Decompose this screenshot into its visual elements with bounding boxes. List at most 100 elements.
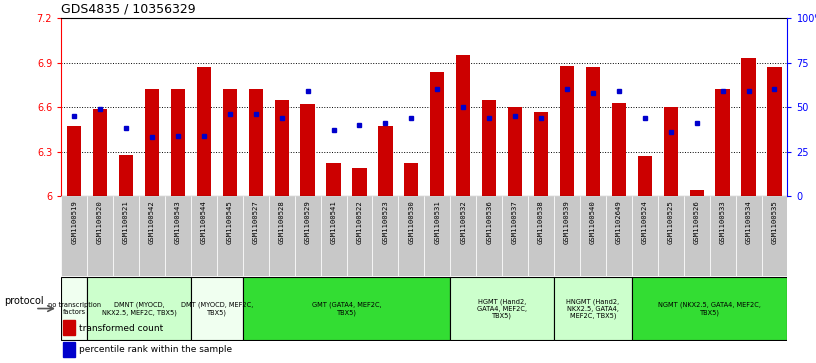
Text: GSM1100544: GSM1100544 — [201, 200, 206, 244]
Text: GSM1100537: GSM1100537 — [512, 200, 518, 244]
Bar — [424, 196, 450, 276]
Bar — [274, 100, 289, 196]
Bar — [742, 58, 756, 196]
Text: GSM1100529: GSM1100529 — [304, 200, 311, 244]
Bar — [605, 196, 632, 276]
Text: GSM1100538: GSM1100538 — [538, 200, 544, 244]
Bar — [326, 163, 340, 196]
Bar — [61, 196, 87, 276]
Text: DMNT (MYOCD,
NKX2.5, MEF2C, TBX5): DMNT (MYOCD, NKX2.5, MEF2C, TBX5) — [101, 302, 176, 315]
Text: GSM1100530: GSM1100530 — [408, 200, 415, 244]
Bar — [637, 156, 652, 196]
Bar — [93, 109, 107, 196]
Text: no transcription
factors: no transcription factors — [47, 302, 100, 315]
FancyBboxPatch shape — [87, 277, 191, 340]
Text: GSM1100536: GSM1100536 — [486, 200, 492, 244]
Bar — [508, 107, 522, 196]
Bar — [242, 196, 268, 276]
Bar — [64, 320, 75, 335]
Bar — [502, 196, 528, 276]
Bar — [482, 100, 496, 196]
Text: GSM1100521: GSM1100521 — [123, 200, 129, 244]
Text: GSM1100525: GSM1100525 — [667, 200, 674, 244]
Text: GSM1100540: GSM1100540 — [590, 200, 596, 244]
Bar — [404, 163, 419, 196]
Bar — [300, 104, 315, 196]
FancyBboxPatch shape — [632, 277, 787, 340]
Bar — [554, 196, 580, 276]
FancyBboxPatch shape — [554, 277, 632, 340]
Text: GMT (GATA4, MEF2C,
TBX5): GMT (GATA4, MEF2C, TBX5) — [312, 302, 381, 315]
Bar — [586, 67, 600, 196]
FancyBboxPatch shape — [450, 277, 554, 340]
Text: transformed count: transformed count — [79, 323, 163, 333]
Text: GDS4835 / 10356329: GDS4835 / 10356329 — [61, 3, 196, 16]
Bar — [372, 196, 398, 276]
Bar — [534, 111, 548, 196]
Bar — [67, 126, 82, 196]
Text: GSM1100528: GSM1100528 — [279, 200, 285, 244]
Bar — [580, 196, 605, 276]
Bar — [171, 89, 185, 196]
Bar — [268, 196, 295, 276]
Bar — [612, 103, 626, 196]
Bar — [632, 196, 658, 276]
Text: GSM1100541: GSM1100541 — [330, 200, 336, 244]
Text: GSM1100520: GSM1100520 — [97, 200, 103, 244]
Text: GSM1100545: GSM1100545 — [227, 200, 233, 244]
Bar — [145, 89, 159, 196]
Bar — [379, 126, 392, 196]
Text: GSM1100535: GSM1100535 — [771, 200, 778, 244]
Bar — [710, 196, 735, 276]
Bar — [690, 190, 703, 196]
Bar — [735, 196, 761, 276]
Bar — [347, 196, 372, 276]
Text: GSM1100539: GSM1100539 — [564, 200, 570, 244]
Text: percentile rank within the sample: percentile rank within the sample — [79, 345, 233, 354]
Text: GSM1100532: GSM1100532 — [460, 200, 466, 244]
Text: NGMT (NKX2.5, GATA4, MEF2C,
TBX5): NGMT (NKX2.5, GATA4, MEF2C, TBX5) — [659, 302, 761, 315]
Bar — [295, 196, 321, 276]
Bar — [716, 89, 730, 196]
Text: GSM1100527: GSM1100527 — [253, 200, 259, 244]
Text: GSM1100519: GSM1100519 — [71, 200, 78, 244]
Bar — [528, 196, 554, 276]
Text: GSM1100523: GSM1100523 — [383, 200, 388, 244]
Text: HGMT (Hand2,
GATA4, MEF2C,
TBX5): HGMT (Hand2, GATA4, MEF2C, TBX5) — [477, 298, 527, 319]
Bar — [139, 196, 165, 276]
Bar — [197, 67, 211, 196]
Text: GSM1100524: GSM1100524 — [642, 200, 648, 244]
Bar — [398, 196, 424, 276]
Text: GSM1100543: GSM1100543 — [175, 200, 181, 244]
Bar — [321, 196, 347, 276]
Text: GSM1100534: GSM1100534 — [746, 200, 752, 244]
Bar — [684, 196, 710, 276]
Bar — [477, 196, 502, 276]
Bar — [456, 55, 470, 196]
Bar — [658, 196, 684, 276]
Text: DMT (MYOCD, MEF2C,
TBX5): DMT (MYOCD, MEF2C, TBX5) — [180, 302, 253, 315]
Text: GSM1102649: GSM1102649 — [616, 200, 622, 244]
Bar — [87, 196, 113, 276]
FancyBboxPatch shape — [191, 277, 242, 340]
Bar — [663, 107, 678, 196]
Text: GSM1100542: GSM1100542 — [149, 200, 155, 244]
Bar — [450, 196, 477, 276]
Text: GSM1100531: GSM1100531 — [434, 200, 441, 244]
Bar — [119, 155, 133, 196]
Bar — [191, 196, 217, 276]
Text: GSM1100522: GSM1100522 — [357, 200, 362, 244]
Bar — [223, 89, 237, 196]
Bar — [113, 196, 139, 276]
FancyBboxPatch shape — [61, 277, 87, 340]
Text: protocol: protocol — [4, 296, 44, 306]
Bar — [761, 196, 787, 276]
Bar — [430, 72, 445, 196]
Bar — [217, 196, 242, 276]
Text: HNGMT (Hand2,
NKX2.5, GATA4,
MEF2C, TBX5): HNGMT (Hand2, NKX2.5, GATA4, MEF2C, TBX5… — [566, 298, 619, 319]
FancyBboxPatch shape — [242, 277, 450, 340]
Bar — [249, 89, 263, 196]
Bar — [64, 342, 75, 357]
Bar — [353, 168, 366, 196]
Text: GSM1100533: GSM1100533 — [720, 200, 725, 244]
